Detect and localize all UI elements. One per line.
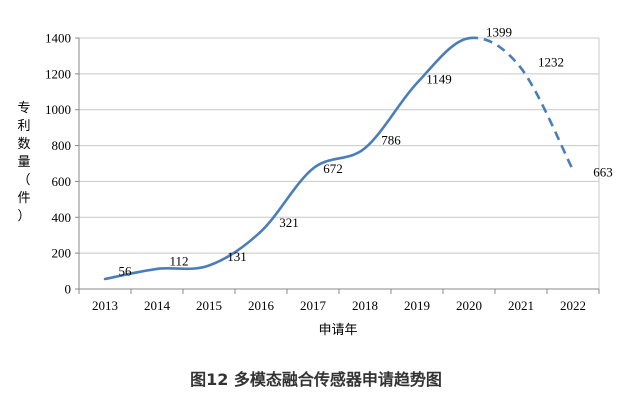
y-tick-label: 1200 [45, 66, 71, 81]
series-line-dashed [468, 36, 575, 171]
data-label: 672 [323, 161, 343, 176]
x-tick-label: 2013 [92, 298, 118, 313]
data-label: 321 [279, 215, 299, 230]
x-axis-title: 申请年 [318, 323, 357, 338]
x-tick-labels: 2013 2014 2015 2016 2017 2018 2019 2020 2021 2022 [92, 298, 586, 313]
data-label: 1232 [538, 55, 564, 70]
y-tick-labels: 0 200 400 600 800 1000 1200 1400 [45, 31, 71, 297]
y-axis-title-char: ） [17, 209, 30, 224]
x-tick-label: 2014 [144, 298, 171, 313]
y-axis-title-char: 利 [17, 119, 30, 134]
series-line-solid [103, 36, 471, 281]
y-tick-label: 400 [52, 210, 72, 225]
y-axis-title-char: 专 [17, 101, 30, 116]
data-label: 1149 [426, 72, 452, 87]
y-tick-label: 1000 [45, 102, 71, 117]
y-tick-label: 600 [52, 174, 72, 189]
data-label: 112 [169, 253, 188, 268]
data-labels: 56 112 131 321 672 786 1149 1399 1232 663 [119, 25, 613, 279]
data-label: 56 [119, 263, 133, 278]
y-tick-label: 0 [65, 282, 72, 297]
axes [75, 37, 600, 294]
x-tick-label: 2016 [248, 298, 275, 313]
data-label: 786 [381, 133, 401, 148]
x-tick-label: 2019 [404, 298, 430, 313]
y-tick-label: 1400 [45, 31, 71, 46]
x-tick-label: 2022 [560, 298, 586, 313]
series-lines [103, 36, 575, 281]
x-tick-label: 2017 [300, 298, 327, 313]
x-tick-label: 2021 [508, 298, 534, 313]
x-tick-label: 2018 [352, 298, 378, 313]
x-tick-label: 2015 [196, 298, 222, 313]
gridlines [79, 37, 600, 289]
y-axis-title-char: （ [17, 173, 30, 188]
x-tick-label: 2020 [456, 298, 482, 313]
y-axis-title-char: 件 [17, 191, 30, 206]
y-axis-title-char: 量 [17, 155, 30, 170]
y-tick-label: 800 [52, 138, 72, 153]
data-label: 131 [227, 249, 247, 264]
data-label: 1399 [486, 25, 512, 40]
y-axis-title-char: 数 [17, 137, 30, 152]
data-label: 663 [593, 165, 613, 180]
figure-caption: 图12 多模态融合传感器申请趋势图 [190, 370, 442, 389]
y-tick-label: 200 [52, 246, 72, 261]
